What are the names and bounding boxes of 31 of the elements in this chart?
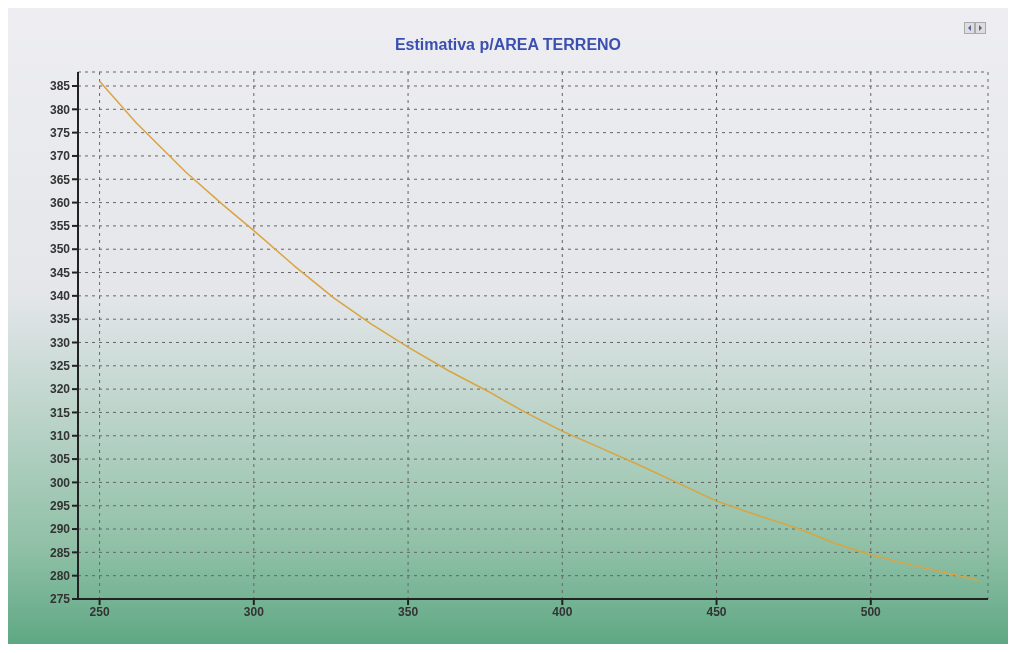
y-tick-label: 375 xyxy=(49,125,71,140)
y-tick-label: 330 xyxy=(49,335,71,350)
x-tick-label: 400 xyxy=(552,604,573,619)
y-tick-label: 295 xyxy=(49,498,71,513)
y-tick-label: 350 xyxy=(49,242,71,257)
x-tick-label: 500 xyxy=(860,604,882,619)
y-tick-label: 315 xyxy=(49,405,71,420)
y-tick-label: 280 xyxy=(49,568,71,583)
line-series xyxy=(98,80,980,582)
y-tick-label: 365 xyxy=(49,172,71,187)
y-tick-label: 385 xyxy=(49,79,71,94)
y-tick-label: 370 xyxy=(49,149,71,164)
y-tick-label: 310 xyxy=(49,429,71,444)
x-tick-label: 300 xyxy=(243,604,265,619)
y-tick-label: 325 xyxy=(49,359,71,374)
x-tick-label: 250 xyxy=(89,604,110,619)
y-tick-label: 275 xyxy=(49,592,71,607)
y-tick-label: 345 xyxy=(49,265,71,280)
y-tick-label: 340 xyxy=(49,289,71,304)
y-tick-label: 285 xyxy=(49,545,71,560)
y-tick-label: 380 xyxy=(49,102,71,117)
x-tick-label: 350 xyxy=(398,604,419,619)
y-tick-label: 305 xyxy=(49,452,71,467)
y-tick-label: 290 xyxy=(49,522,71,537)
y-tick-label: 355 xyxy=(49,219,71,234)
y-tick-label: 360 xyxy=(49,195,71,210)
y-tick-label: 320 xyxy=(49,382,71,397)
y-tick-label: 335 xyxy=(49,312,71,327)
chart-title: Estimativa p/AREA TERRENO xyxy=(393,36,623,54)
x-tick-label: 450 xyxy=(706,604,727,619)
y-tick-label: 300 xyxy=(49,475,71,490)
